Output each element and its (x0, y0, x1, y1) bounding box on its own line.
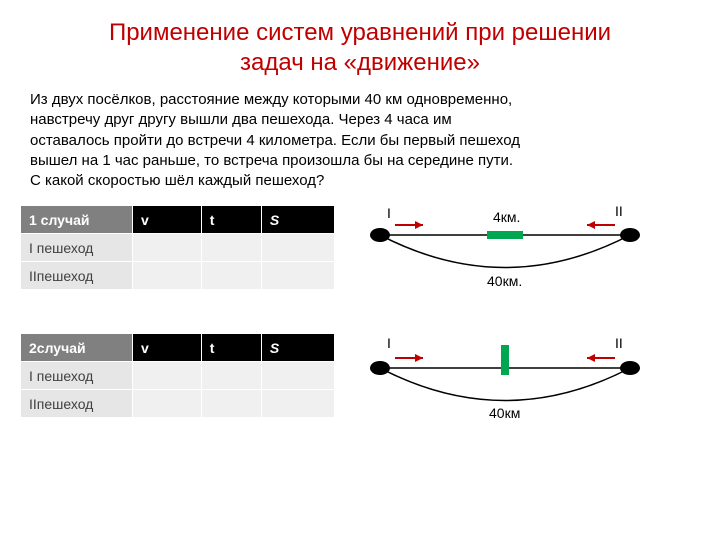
col-t-2: t (201, 334, 261, 362)
case-2-head: 2случай (21, 334, 133, 362)
row-1-label-2: I пешеход (21, 362, 133, 390)
c1-r2-t (201, 262, 261, 290)
c1-r1-v (133, 234, 202, 262)
row-1-label: I пешеход (21, 234, 133, 262)
diagram-1: I II 4км. 40км. (355, 205, 655, 305)
c1-r2-s (261, 262, 334, 290)
slide-title: Применение систем уравнений при решении … (0, 0, 720, 84)
d1-gap-label: 4км. (493, 209, 520, 225)
c2-r1-t (201, 362, 261, 390)
c2-r2-v (133, 390, 202, 418)
row-2-label: IIпешеход (21, 262, 133, 290)
title-line-1: Применение систем уравнений при решении (109, 19, 611, 46)
c2-r2-t (201, 390, 261, 418)
col-v-2: v (133, 334, 202, 362)
problem-statement: Из двух посёлков, расстояние между котор… (0, 84, 720, 199)
c1-r1-t (201, 234, 261, 262)
content-area: 1 случай v t S I пешеход IIпешеход (0, 199, 720, 433)
col-t: t (201, 206, 261, 234)
d2-label-II: II (615, 335, 623, 351)
case-1-row: 1 случай v t S I пешеход IIпешеход (20, 205, 700, 305)
title-line-2: задач на «движение» (240, 49, 480, 76)
col-v: v (133, 206, 202, 234)
c1-r1-s (261, 234, 334, 262)
c2-r1-v (133, 362, 202, 390)
case-1-head: 1 случай (21, 206, 133, 234)
c2-r1-s (261, 362, 334, 390)
case-1-table: 1 случай v t S I пешеход IIпешеход (20, 205, 335, 290)
d1-total-label: 40км. (487, 273, 522, 289)
case-2-row: 2случай v t S I пешеход IIпешеход (20, 333, 700, 433)
c2-r2-s (261, 390, 334, 418)
d2-label-I: I (387, 335, 391, 351)
c1-r2-v (133, 262, 202, 290)
row-2-label-2: IIпешеход (21, 390, 133, 418)
d1-label-II: II (615, 203, 623, 219)
diagram-2: I II 40км (355, 333, 655, 433)
d2-total-label: 40км (489, 405, 520, 421)
col-s: S (261, 206, 334, 234)
d1-label-I: I (387, 205, 391, 221)
col-s-2: S (261, 334, 334, 362)
case-2-table: 2случай v t S I пешеход IIпешеход (20, 333, 335, 418)
